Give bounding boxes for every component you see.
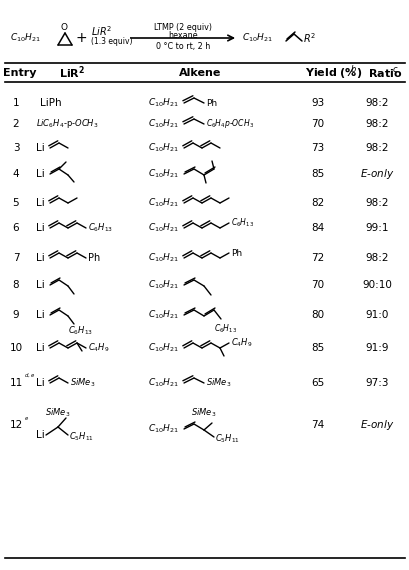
Text: $C_{10}H_{21}$: $C_{10}H_{21}$ <box>148 222 178 234</box>
Text: 2: 2 <box>13 119 19 129</box>
Text: $SiMe_3$: $SiMe_3$ <box>45 407 70 420</box>
Text: $c$: $c$ <box>391 64 398 74</box>
Text: $\bf{Ratio}$: $\bf{Ratio}$ <box>367 67 401 79</box>
Text: Li: Li <box>36 280 45 290</box>
Text: LiPh: LiPh <box>40 98 61 108</box>
Text: Li: Li <box>36 378 45 388</box>
Text: 70: 70 <box>311 280 324 290</box>
Text: 6: 6 <box>13 223 19 233</box>
Text: Ph: Ph <box>88 253 100 263</box>
Text: Li: Li <box>36 430 45 440</box>
Text: 11: 11 <box>9 378 22 388</box>
Text: $LiC_6H_4$-p-$OCH_3$: $LiC_6H_4$-p-$OCH_3$ <box>36 117 98 131</box>
Text: 5: 5 <box>13 198 19 208</box>
Text: $C_6H_{13}$: $C_6H_{13}$ <box>88 222 113 234</box>
Text: Li: Li <box>36 343 45 353</box>
Text: 70: 70 <box>311 119 324 129</box>
Text: 74: 74 <box>310 420 324 430</box>
Text: +: + <box>75 31 87 45</box>
Text: Li: Li <box>36 169 45 179</box>
Text: 10: 10 <box>9 343 22 353</box>
Text: Li: Li <box>36 198 45 208</box>
Text: 90:10: 90:10 <box>361 280 391 290</box>
Text: 98:2: 98:2 <box>364 198 388 208</box>
Text: $C_6H_{13}$: $C_6H_{13}$ <box>230 217 254 229</box>
Text: $E$-only: $E$-only <box>359 418 393 432</box>
Text: $E$-only: $E$-only <box>359 167 393 181</box>
Text: 65: 65 <box>310 378 324 388</box>
Text: 1: 1 <box>13 98 19 108</box>
Text: 80: 80 <box>311 310 324 320</box>
Text: 91:0: 91:0 <box>364 310 388 320</box>
Text: $\bf{Yield\ (\%)}$: $\bf{Yield\ (\%)}$ <box>304 66 362 80</box>
Text: $C_{10}H_{21}$: $C_{10}H_{21}$ <box>148 197 178 209</box>
Text: 73: 73 <box>310 143 324 153</box>
Text: 98:2: 98:2 <box>364 143 388 153</box>
Text: $C_4H_9$: $C_4H_9$ <box>230 337 252 349</box>
Text: (1.3 equiv): (1.3 equiv) <box>91 36 132 46</box>
Text: $b$: $b$ <box>349 63 356 75</box>
Text: $C_{10}H_{21}$: $C_{10}H_{21}$ <box>148 168 178 180</box>
Text: 84: 84 <box>310 223 324 233</box>
Text: $C_{10}H_{21}$: $C_{10}H_{21}$ <box>148 142 178 154</box>
Text: Alkene: Alkene <box>178 68 220 78</box>
Text: LTMP (2 equiv): LTMP (2 equiv) <box>154 22 211 31</box>
Text: 85: 85 <box>310 343 324 353</box>
Text: 7: 7 <box>13 253 19 263</box>
Text: $^{e}$: $^{e}$ <box>24 416 29 425</box>
Text: 0 °C to rt, 2 h: 0 °C to rt, 2 h <box>155 43 210 51</box>
Text: $C_{10}H_{21}$: $C_{10}H_{21}$ <box>148 423 178 435</box>
Text: $C_5H_{11}$: $C_5H_{11}$ <box>214 433 239 445</box>
Text: Li: Li <box>36 143 45 153</box>
Text: 9: 9 <box>13 310 19 320</box>
Text: Li: Li <box>36 310 45 320</box>
Text: O: O <box>61 23 67 32</box>
Text: 72: 72 <box>310 253 324 263</box>
Text: 98:2: 98:2 <box>364 253 388 263</box>
Text: 97:3: 97:3 <box>364 378 388 388</box>
Text: 8: 8 <box>13 280 19 290</box>
Text: $C_{10}H_{21}$: $C_{10}H_{21}$ <box>148 309 178 321</box>
Text: 82: 82 <box>310 198 324 208</box>
Text: 91:9: 91:9 <box>364 343 388 353</box>
Text: $^{d,e}$: $^{d,e}$ <box>24 373 35 382</box>
Text: Li: Li <box>36 223 45 233</box>
Text: $C_4H_9$: $C_4H_9$ <box>88 342 109 354</box>
Text: $C_{10}H_{21}$: $C_{10}H_{21}$ <box>148 118 178 131</box>
Text: Ph: Ph <box>205 99 217 108</box>
Text: 12: 12 <box>9 420 22 430</box>
Text: $C_6H_4p$-$OCH_3$: $C_6H_4p$-$OCH_3$ <box>205 117 254 131</box>
Text: $C_{10}H_{21}$: $C_{10}H_{21}$ <box>10 32 41 44</box>
Text: Li: Li <box>36 253 45 263</box>
Text: $LiR^{2}$: $LiR^{2}$ <box>91 24 112 38</box>
Text: $R^{2}$: $R^{2}$ <box>302 31 315 45</box>
Text: 93: 93 <box>310 98 324 108</box>
Text: $SiMe_3$: $SiMe_3$ <box>205 377 231 389</box>
Text: $C_{10}H_{21}$: $C_{10}H_{21}$ <box>148 97 178 109</box>
Text: $C_6H_{13}$: $C_6H_{13}$ <box>213 323 236 335</box>
Text: $C_5H_{11}$: $C_5H_{11}$ <box>69 431 94 443</box>
Text: $SiMe_3$: $SiMe_3$ <box>191 407 216 420</box>
Text: 98:2: 98:2 <box>364 98 388 108</box>
Text: hexane: hexane <box>168 31 197 40</box>
Text: 99:1: 99:1 <box>364 223 388 233</box>
Text: $C_{10}H_{21}$: $C_{10}H_{21}$ <box>241 32 272 44</box>
Text: 4: 4 <box>13 169 19 179</box>
Text: Ph: Ph <box>230 249 242 258</box>
Text: $SiMe_3$: $SiMe_3$ <box>70 377 95 389</box>
Text: 3: 3 <box>13 143 19 153</box>
Text: 85: 85 <box>310 169 324 179</box>
Text: $C_{10}H_{21}$: $C_{10}H_{21}$ <box>148 252 178 264</box>
Text: Entry: Entry <box>3 68 37 78</box>
Text: 98:2: 98:2 <box>364 119 388 129</box>
Text: $\mathbf{LiR^{2}}$: $\mathbf{LiR^{2}}$ <box>59 65 85 82</box>
Text: $C_6H_{13}$: $C_6H_{13}$ <box>68 325 93 337</box>
Text: $C_{10}H_{21}$: $C_{10}H_{21}$ <box>148 342 178 354</box>
Text: $C_{10}H_{21}$: $C_{10}H_{21}$ <box>148 377 178 389</box>
Text: $C_{10}H_{21}$: $C_{10}H_{21}$ <box>148 279 178 291</box>
